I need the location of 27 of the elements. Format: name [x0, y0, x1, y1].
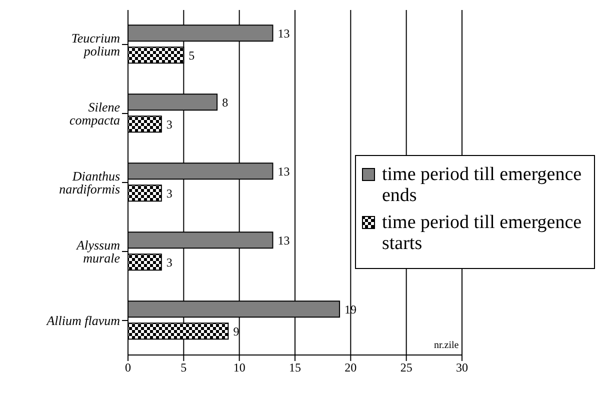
- data-label: 8: [222, 95, 228, 110]
- data-label: 13: [278, 233, 290, 248]
- data-label: 3: [166, 186, 172, 200]
- x-tick-label: 25: [400, 360, 412, 375]
- legend-label: time period till emergence starts: [382, 212, 583, 254]
- y-tick-label: Silene compacta: [69, 100, 120, 128]
- y-tick-label: Dianthus nardiformis: [59, 168, 120, 197]
- x-tick-label: 5: [180, 360, 187, 375]
- data-label: 13: [278, 26, 290, 40]
- data-label: 13: [278, 164, 290, 178]
- y-tick-label: Alyssum murale: [76, 238, 120, 266]
- bar: [128, 116, 162, 133]
- x-tick-label: 15: [289, 360, 301, 375]
- x-tick-label: 0: [125, 360, 131, 375]
- x-tick-label: 20: [344, 360, 357, 375]
- bar: [128, 184, 162, 202]
- legend-label: time period till emergence ends: [382, 164, 583, 206]
- y-tick-label: Teucrium polium: [71, 30, 120, 59]
- data-label: 3: [166, 117, 172, 132]
- x-tick-label: 30: [456, 360, 468, 375]
- bar: [128, 254, 162, 271]
- data-label: 3: [166, 255, 172, 270]
- x-tick-label: 10: [233, 360, 246, 375]
- y-tick-label: Allium flavum: [46, 313, 120, 328]
- data-label: 5: [188, 48, 195, 62]
- data-label: 9: [233, 324, 240, 338]
- x-axis-title: nr.zile: [434, 340, 459, 351]
